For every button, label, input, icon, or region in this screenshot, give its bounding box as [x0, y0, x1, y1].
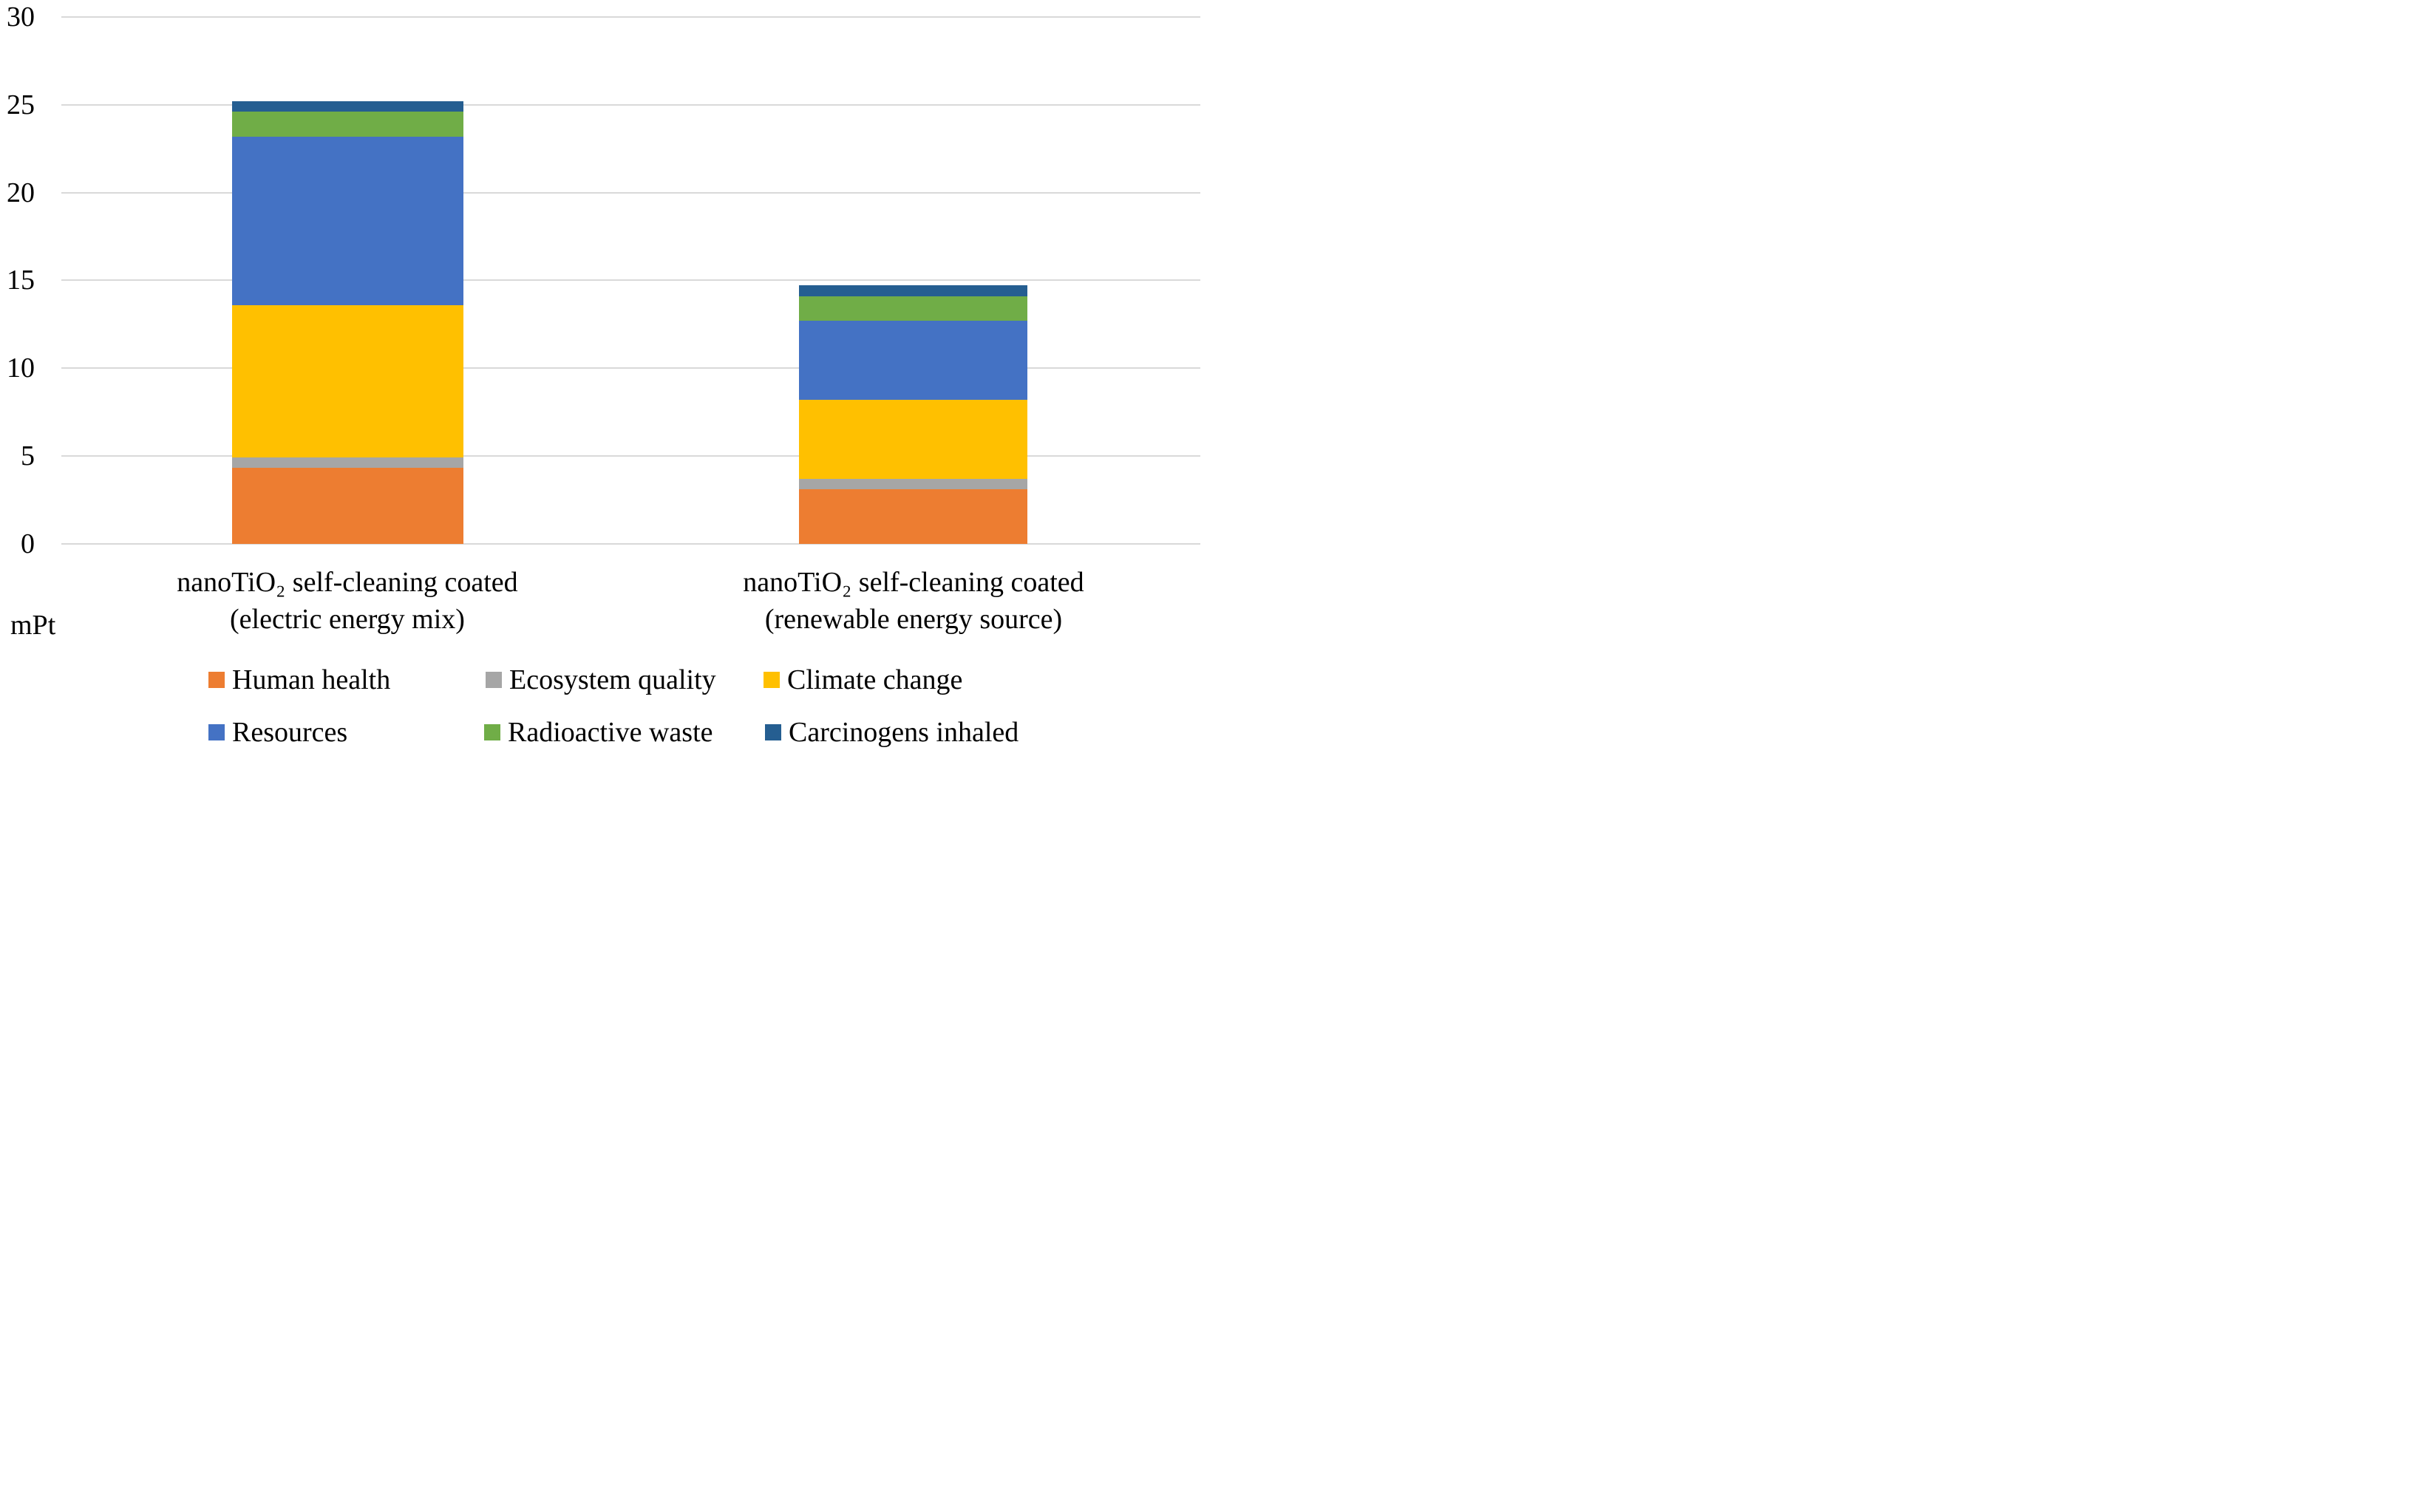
y-axis-tick-label: 15	[7, 265, 35, 296]
legend-item-resources: Resources	[208, 716, 347, 749]
bar-segment-climate-change-category-2	[799, 399, 1027, 479]
category-label-1-line-1: nanoTiO₂ self-cleaning coated	[177, 567, 518, 598]
legend-swatch-carcinogens-inhaled	[765, 724, 781, 740]
gridline-y-10	[61, 367, 1200, 369]
bar-segment-carcinogens-inhaled-category-1	[232, 101, 463, 112]
category-label-2-line-2: (renewable energy source)	[764, 604, 1063, 635]
category-label-2-line-1: nanoTiO₂ self-cleaning coated	[743, 567, 1084, 598]
bar-segment-human-health-category-1	[232, 468, 463, 544]
legend-label: Resources	[232, 717, 348, 748]
legend-item-climate-change: Climate change	[764, 664, 962, 696]
legend-swatch-human-health	[208, 672, 225, 688]
y-axis-tick-label: 20	[7, 177, 35, 208]
legend-label: Climate change	[787, 664, 963, 695]
legend-swatch-climate-change	[764, 672, 780, 688]
legend-swatch-ecosystem-quality	[486, 672, 502, 688]
bar-segment-radioactive-waste-category-1	[232, 112, 463, 137]
bar-segment-carcinogens-inhaled-category-2	[799, 285, 1027, 296]
y-axis-tick-label: 10	[7, 353, 35, 384]
gridline-y-5	[61, 454, 1200, 457]
category-label-1: nanoTiO₂ self-cleaning coated (electric e…	[15, 564, 680, 638]
category-label-2: nanoTiO₂ self-cleaning coated (renewable …	[581, 564, 1206, 638]
stacked-bar-chart-figure: 0 5 10 15 20 25 30 mPt nanoTiO₂ self-cleaning …	[0, 0, 1206, 756]
legend-label: Ecosystem quality	[509, 664, 716, 695]
y-axis-unit-label: mPt	[10, 610, 56, 641]
y-axis-tick-label: 5	[21, 440, 35, 471]
y-axis-tick-label: 30	[7, 1, 35, 33]
legend-label: Human health	[232, 664, 391, 695]
bar-segment-ecosystem-quality-category-2	[799, 478, 1027, 489]
bar-segment-ecosystem-quality-category-1	[232, 457, 463, 469]
gridline-y-0	[61, 542, 1200, 545]
category-label-1-line-2: (electric energy mix)	[230, 604, 465, 635]
legend-item-carcinogens-inhaled: Carcinogens inhaled	[765, 716, 1019, 749]
legend-item-ecosystem-quality: Ecosystem quality	[486, 664, 716, 696]
bar-segment-resources-category-2	[799, 320, 1027, 400]
gridline-y-15	[61, 279, 1200, 282]
bar-segment-climate-change-category-1	[232, 304, 463, 458]
bar-segment-human-health-category-2	[799, 488, 1027, 544]
gridline-y-30	[61, 16, 1200, 18]
legend-label: Carcinogens inhaled	[789, 717, 1019, 748]
legend-item-radioactive-waste: Radioactive waste	[484, 716, 713, 749]
legend-swatch-radioactive-waste	[484, 724, 500, 740]
bar-segment-resources-category-1	[232, 136, 463, 305]
legend-swatch-resources	[208, 724, 225, 740]
y-axis-tick-label: 25	[7, 89, 35, 120]
legend-label: Radioactive waste	[508, 717, 713, 748]
legend-item-human-health: Human health	[208, 664, 390, 696]
y-axis-tick-label: 0	[21, 528, 35, 559]
gridline-y-20	[61, 191, 1200, 194]
bar-segment-radioactive-waste-category-2	[799, 296, 1027, 321]
gridline-y-25	[61, 103, 1200, 106]
